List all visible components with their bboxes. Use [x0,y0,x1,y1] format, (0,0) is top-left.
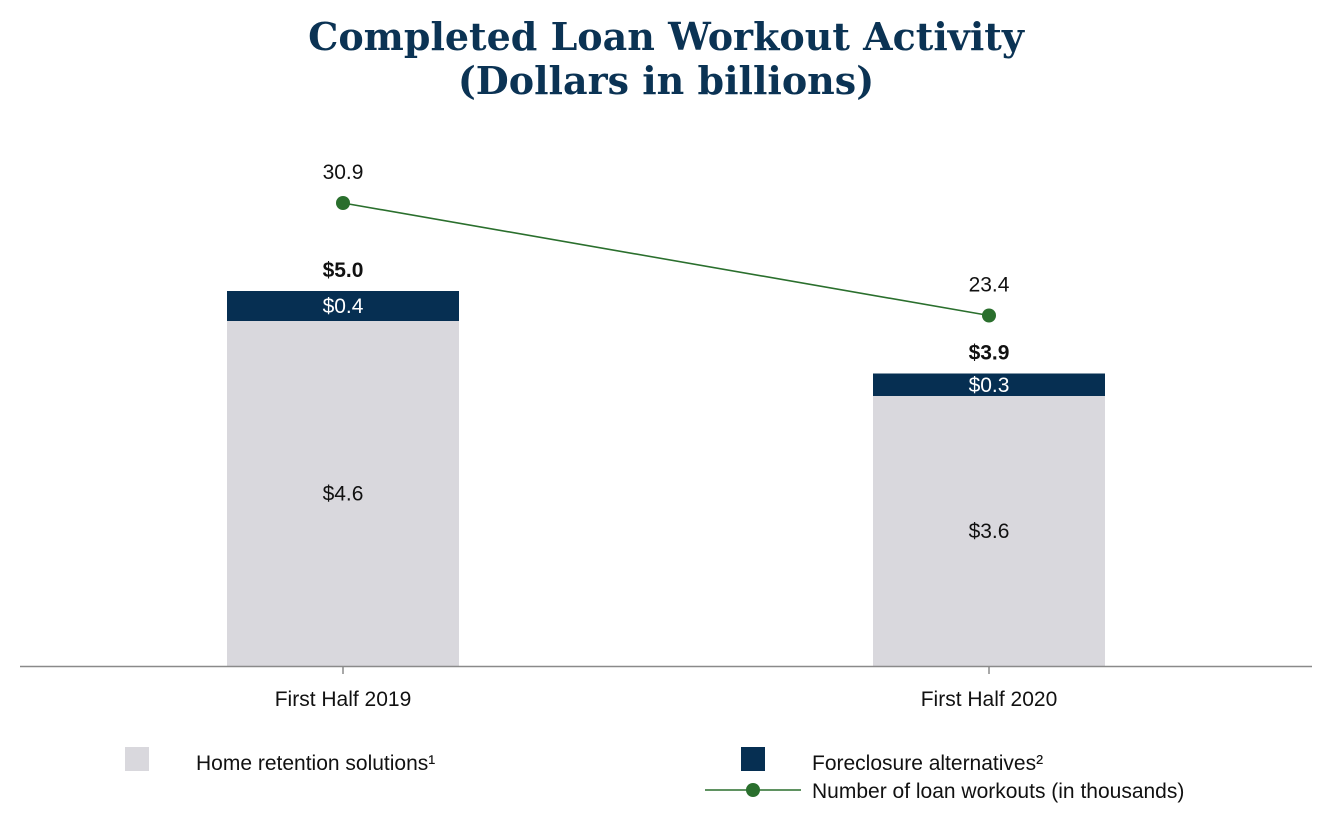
legend: Home retention solutions¹ Foreclosure al… [125,747,1184,803]
legend-swatch-foreclosure-alternatives [741,747,765,771]
bar-foreclosure-alternatives [873,373,1105,396]
workouts-point [336,196,350,210]
legend-marker-workouts [746,783,760,797]
x-axis: First Half 2019 First Half 2020 [20,665,1312,711]
data-label-home-retention: $3.6 [969,520,1010,543]
chart-title-line-1: Completed Loan Workout Activity [308,14,1025,59]
bar-home-retention [227,321,459,666]
data-label-home-retention: $4.6 [323,483,364,506]
bar-home-retention [873,396,1105,666]
workouts-point [982,308,996,323]
data-label-foreclosure-alternatives: $0.4 [323,295,364,318]
legend-label-home-retention: Home retention solutions¹ [196,752,435,775]
bar-labels-group: $4.6 $0.4 $5.0 $3.6 $0.3 $3.9 [323,259,1010,543]
workout-line-group: 30.9 23.4 [323,161,1010,323]
bar-foreclosure-alternatives [227,291,459,321]
legend-label-foreclosure-alternatives: Foreclosure alternatives² [812,752,1043,775]
bars-group [227,291,1105,666]
workouts-data-label: 23.4 [969,274,1010,297]
x-tick-label: First Half 2020 [921,688,1058,711]
legend-label-workouts: Number of loan workouts (in thousands) [812,780,1184,803]
workouts-data-label: 30.9 [323,161,364,184]
x-tick-label: First Half 2019 [275,688,412,711]
workouts-line [342,202,990,317]
legend-swatch-home-retention [125,747,149,771]
data-label-total: $5.0 [323,259,364,282]
data-label-foreclosure-alternatives: $0.3 [969,374,1010,397]
chart-title-line-2: (Dollars in billions) [458,58,874,103]
data-label-total: $3.9 [969,342,1010,365]
